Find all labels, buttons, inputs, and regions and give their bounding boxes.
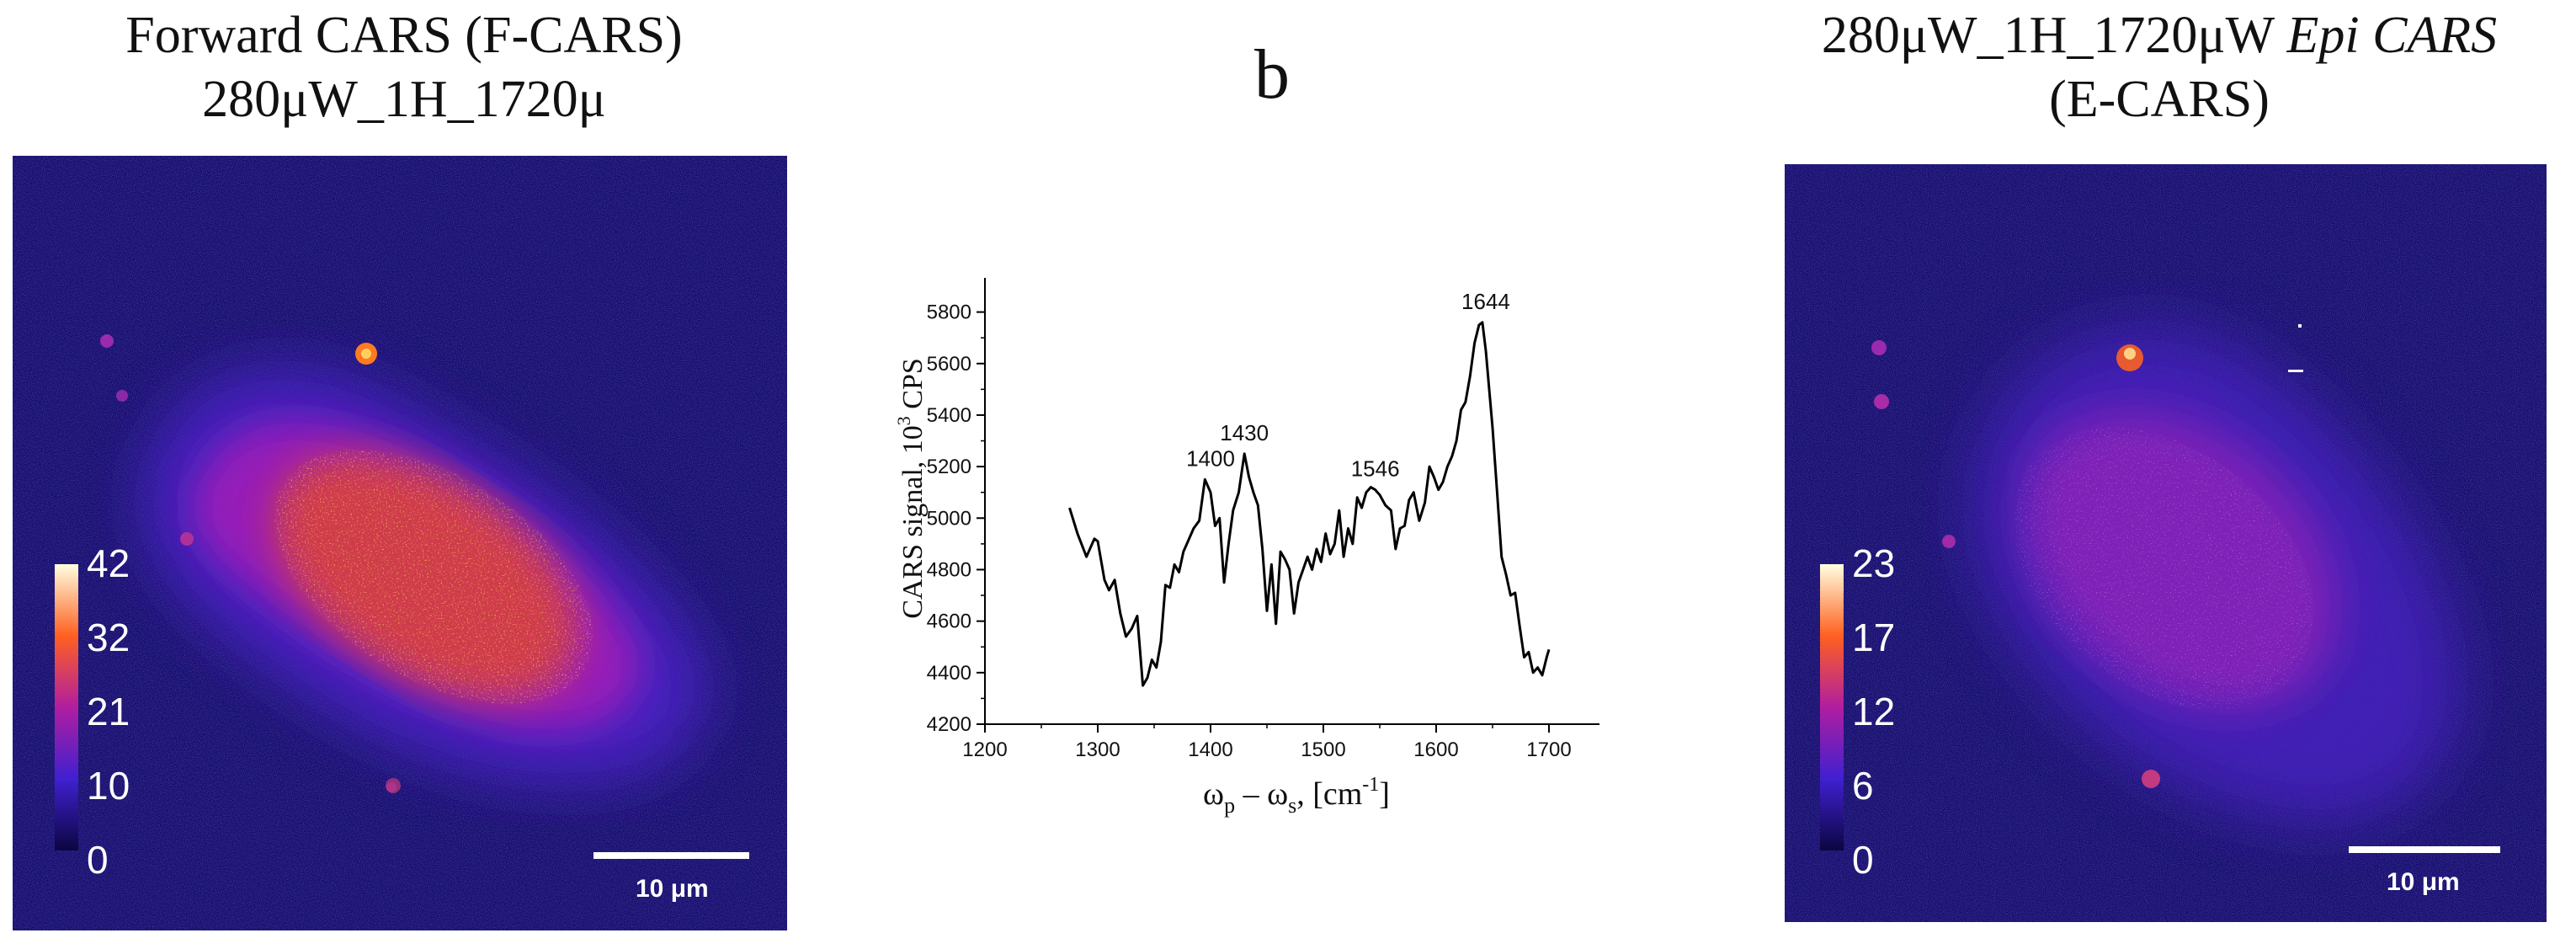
colorbar-tick: 12 [1852,690,1895,733]
colorbar-tick: 10 [87,764,130,808]
x-tick-label: 1200 [962,738,1007,761]
y-tick-label: 5800 [927,301,971,324]
x-tick-label: 1600 [1413,738,1458,761]
scale-bar [2349,846,2500,853]
peak-label: 1546 [1351,456,1400,482]
colorbar-tick: 32 [87,616,130,659]
e-cars-image: 23 17 12 6 0 10 μm [1785,164,2547,922]
right-title-line1: 280μW_1H_1720μW Epi CARS [1743,3,2576,67]
y-tick-label: 5000 [927,507,971,530]
left-title-line2: 280μW_1H_1720μ [202,71,606,128]
colorbar-tick: 23 [1852,541,1895,585]
e-cars-colorbar [1820,564,1844,850]
peak-label: 1644 [1461,289,1510,314]
right-title-line2: (E-CARS) [2049,71,2270,128]
x-tick-label: 1300 [1075,738,1120,761]
colorbar-tick: 17 [1852,616,1895,659]
colorbar-tick: 0 [87,838,109,882]
colorbar-tick: 21 [87,690,130,733]
y-axis-label: CARS signal, 103 CPS [893,358,929,619]
y-tick-label: 4400 [927,662,971,685]
left-title-line1: Forward CARS (F-CARS) [125,7,683,64]
f-cars-image: 42 32 21 10 0 10 μm [13,156,787,930]
peak-label: 1430 [1220,420,1269,445]
f-cars-colorbar [55,564,78,850]
cars-spectrum-chart: 1200 1300 1400 1500 1600 1700 4200 4400 4600 4800… [876,253,1616,842]
x-tick-label: 1700 [1526,738,1571,761]
y-tick-label: 5600 [927,353,971,376]
colorbar-tick: 6 [1852,764,1874,808]
x-tick-label: 1500 [1301,738,1345,761]
scale-bar-label: 10 μm [636,875,709,903]
left-panel-title: Forward CARS (F-CARS) 280μW_1H_1720μ [0,3,808,131]
scale-bar [593,852,749,859]
scale-bar-label: 10 μm [2387,868,2460,896]
colorbar-tick: 0 [1852,838,1874,882]
spectrum-line [1068,321,1551,687]
x-axis-label: ωp – ωs, [cm-1] [1203,774,1390,818]
colorbar-tick: 42 [87,541,130,585]
y-tick-label: 5200 [927,456,971,478]
right-panel-title: 280μW_1H_1720μW Epi CARS (E-CARS) [1743,3,2576,131]
x-tick-label: 1400 [1188,738,1232,761]
y-tick-label: 4200 [927,713,971,736]
y-tick-label: 4800 [927,558,971,581]
panel-letter-b: b [1254,35,1290,114]
right-title-plain: 280μW_1H_1720μW [1821,7,2287,64]
y-tick-label: 5400 [927,404,971,427]
y-tick-label: 4600 [927,610,971,633]
peak-label: 1400 [1186,445,1235,471]
right-title-italic: Epi CARS [2286,7,2498,64]
